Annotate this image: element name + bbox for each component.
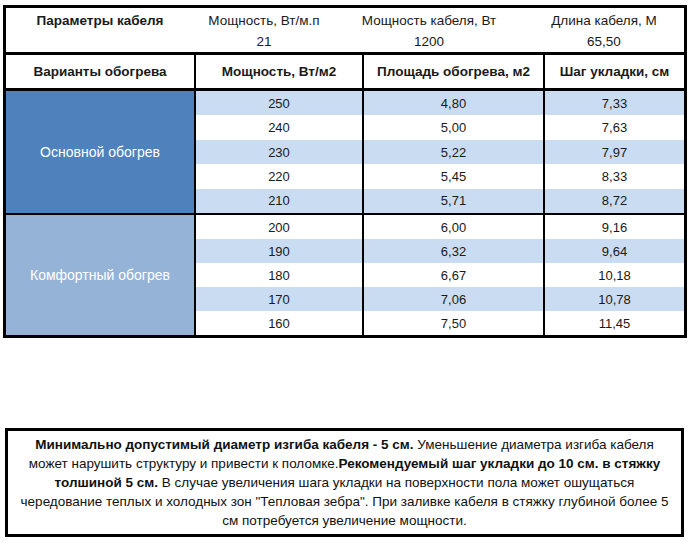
- section-comfort-heating: Комфортный обогрев 200 6,00 9,16 190 6,3…: [6, 213, 684, 335]
- column-header-variants: Варианты обогрева: [6, 55, 194, 88]
- section-basic-heating: Основной обогрев 250 4,80 7,33 240 5,00 …: [6, 91, 684, 213]
- cell-area: 5,22: [362, 140, 543, 164]
- table-row: 180 6,67 10,18: [194, 263, 684, 287]
- cell-area: 7,06: [362, 287, 543, 311]
- table-row: 230 5,22 7,97: [194, 140, 684, 164]
- cell-step: 8,72: [543, 189, 684, 213]
- cell-step: 9,64: [543, 239, 684, 263]
- cell-area: 6,67: [362, 263, 543, 287]
- cell-step: 7,97: [543, 140, 684, 164]
- cell-power: 190: [194, 239, 362, 263]
- cell-step: 11,45: [543, 311, 684, 335]
- cell-step: 7,33: [543, 91, 684, 115]
- cell-power: 180: [194, 263, 362, 287]
- column-header-power: Мощность, Вт/м2: [194, 55, 362, 88]
- param-header-title: Параметры кабеля: [6, 10, 194, 31]
- note-box: Минимально допустимый диаметр изгиба каб…: [5, 428, 684, 537]
- cell-step: 10,78: [543, 287, 684, 311]
- cell-step: 8,33: [543, 164, 684, 188]
- cell-power: 240: [194, 115, 362, 139]
- table-body: Основной обогрев 250 4,80 7,33 240 5,00 …: [6, 88, 684, 335]
- cell-step: 9,16: [543, 215, 684, 239]
- table-row: 200 6,00 9,16: [194, 215, 684, 239]
- table-row: 250 4,80 7,33: [194, 91, 684, 115]
- param-value-cable-length: 65,50: [524, 31, 684, 52]
- cell-area: 5,00: [362, 115, 543, 139]
- cell-area: 6,32: [362, 239, 543, 263]
- table-row: 240 5,00 7,63: [194, 115, 684, 139]
- cell-area: 6,00: [362, 215, 543, 239]
- cell-step: 7,63: [543, 115, 684, 139]
- cell-power: 220: [194, 164, 362, 188]
- section-rows-basic: 250 4,80 7,33 240 5,00 7,63 230 5,22 7,9…: [194, 91, 684, 213]
- table-row: 160 7,50 11,45: [194, 311, 684, 335]
- table-row: 190 6,32 9,64: [194, 239, 684, 263]
- cell-power: 160: [194, 311, 362, 335]
- cell-area: 7,50: [362, 311, 543, 335]
- table-row: 170 7,06 10,78: [194, 287, 684, 311]
- note-text: Минимально допустимый диаметр изгиба каб…: [20, 435, 669, 530]
- variants-header-row: Варианты обогрева Мощность, Вт/м2 Площад…: [6, 52, 684, 88]
- param-header-cable-length: Длина кабеля, М: [524, 10, 684, 31]
- column-header-area: Площадь обогрева, м2: [362, 55, 543, 88]
- cable-parameters-table: Параметры кабеля Мощность, Вт/м.п Мощнос…: [3, 5, 687, 338]
- cable-params-header-block: Параметры кабеля Мощность, Вт/м.п Мощнос…: [6, 8, 684, 52]
- column-header-step: Шаг укладки, см: [543, 55, 684, 88]
- cell-area: 5,45: [362, 164, 543, 188]
- section-rows-comfort: 200 6,00 9,16 190 6,32 9,64 180 6,67 10,…: [194, 215, 684, 335]
- cell-step: 10,18: [543, 263, 684, 287]
- section-label-comfort: Комфортный обогрев: [6, 215, 194, 335]
- cell-power: 170: [194, 287, 362, 311]
- param-value-cable-power: 1200: [334, 31, 524, 52]
- table-row: 210 5,71 8,72: [194, 189, 684, 213]
- cell-area: 5,71: [362, 189, 543, 213]
- param-header-cable-power: Мощность кабеля, Вт: [334, 10, 524, 31]
- cell-power: 250: [194, 91, 362, 115]
- cell-power: 200: [194, 215, 362, 239]
- cell-power: 230: [194, 140, 362, 164]
- section-label-basic: Основной обогрев: [6, 91, 194, 213]
- param-value-power-per-meter: 21: [194, 31, 334, 52]
- cell-area: 4,80: [362, 91, 543, 115]
- param-header-power-per-meter: Мощность, Вт/м.п: [194, 10, 334, 31]
- cell-power: 210: [194, 189, 362, 213]
- table-row: 220 5,45 8,33: [194, 164, 684, 188]
- param-value-empty: [6, 31, 194, 52]
